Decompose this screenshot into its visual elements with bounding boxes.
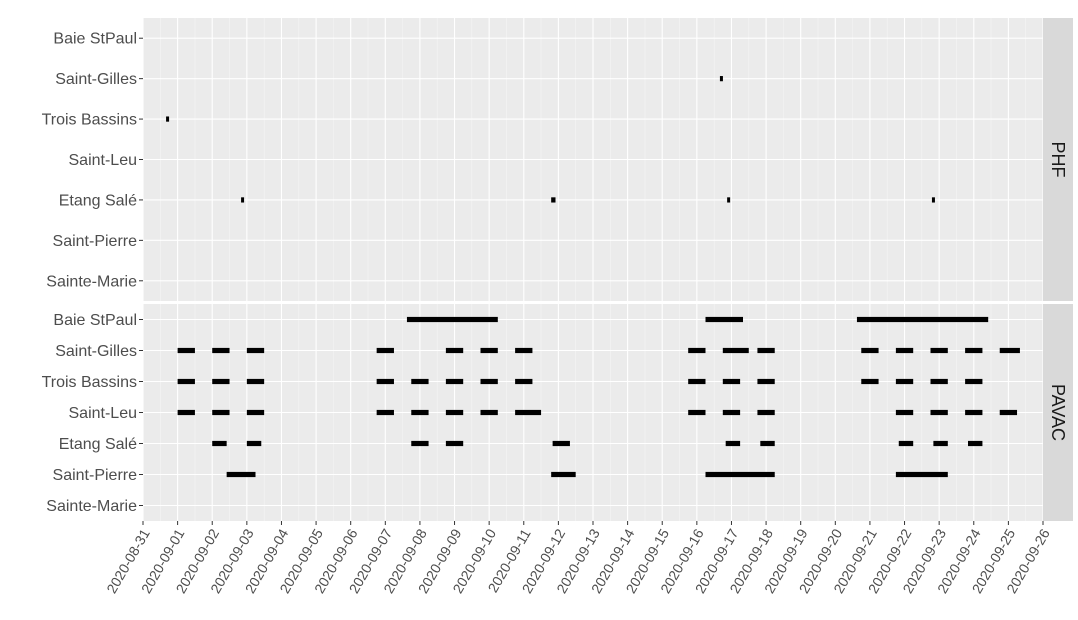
presence-segment (757, 409, 775, 416)
presence-segment (965, 378, 983, 385)
presence-segment (212, 409, 230, 416)
presence-segment (930, 347, 948, 354)
presence-segment (177, 409, 195, 416)
presence-segment (999, 409, 1018, 416)
y-tick-label: Saint-Gilles (55, 343, 137, 360)
presence-segment (930, 378, 948, 385)
presence-segment (480, 347, 498, 354)
strip-background (1043, 18, 1073, 301)
presence-segment (246, 440, 262, 447)
presence-segment (376, 409, 394, 416)
presence-segment (212, 440, 227, 447)
presence-segment (930, 409, 948, 416)
presence-segment (212, 378, 230, 385)
presence-segment (688, 378, 706, 385)
presence-segment (411, 378, 429, 385)
y-tick-label: Baie StPaul (53, 312, 137, 329)
grid-lines (142, 18, 1044, 521)
presence-segment (965, 409, 983, 416)
presence-segment (705, 471, 775, 478)
presence-segment (177, 347, 195, 354)
presence-segment (856, 316, 989, 323)
presence-segment (898, 440, 914, 447)
presence-segment (895, 378, 914, 385)
presence-segment (760, 440, 775, 447)
presence-segment (757, 378, 775, 385)
data-segments (166, 76, 1020, 478)
facet-label: PAVAC (1048, 384, 1068, 441)
presence-segment (246, 378, 265, 385)
strip-background (1043, 304, 1073, 521)
y-tick-label: Trois Bassins (42, 374, 137, 391)
y-tick-label: Sainte-Marie (46, 498, 137, 515)
presence-segment (515, 378, 533, 385)
y-tick-label: Baie StPaul (53, 31, 137, 48)
presence-segment (177, 378, 195, 385)
presence-segment (931, 197, 935, 203)
presence-segment (411, 409, 429, 416)
presence-segment (688, 409, 706, 416)
presence-segment (861, 378, 879, 385)
presence-segment (241, 197, 245, 203)
facet-label: PHF (1048, 142, 1068, 178)
presence-segment (727, 197, 731, 203)
presence-segment (411, 440, 429, 447)
presence-segment (246, 347, 265, 354)
presence-segment (965, 347, 983, 354)
presence-segment (445, 440, 464, 447)
presence-segment (480, 409, 498, 416)
presence-segment (376, 378, 394, 385)
presence-segment (722, 378, 741, 385)
presence-segment (515, 409, 542, 416)
facet-strips: PHF PAVAC (1043, 18, 1073, 521)
presence-segment (757, 347, 775, 354)
presence-segment (515, 347, 533, 354)
presence-segment (895, 409, 914, 416)
y-tick-label: Saint-Pierre (53, 467, 138, 484)
presence-segment (722, 347, 749, 354)
y-tick-label: Trois Bassins (42, 112, 137, 129)
presence-segment (445, 347, 464, 354)
presence-segment (968, 440, 983, 447)
presence-segment (445, 378, 464, 385)
x-axis: 2020-08-312020-09-012020-09-022020-09-03… (103, 521, 1053, 596)
presence-segment (999, 347, 1020, 354)
presence-segment (551, 471, 576, 478)
presence-segment (861, 347, 879, 354)
y-tick-label: Saint-Leu (69, 152, 138, 169)
presence-segment (376, 347, 394, 354)
presence-segment (212, 347, 230, 354)
presence-segment (552, 440, 570, 447)
presence-segment (445, 409, 464, 416)
presence-segment (406, 316, 498, 323)
presence-segment (895, 471, 948, 478)
presence-segment (166, 116, 170, 122)
y-axis: Baie StPaul Saint-Gilles Trois Bassins Sain… (42, 31, 143, 515)
presence-segment (246, 409, 265, 416)
presence-segment (722, 409, 741, 416)
y-tick-label: Saint-Leu (69, 405, 138, 422)
presence-segment (725, 440, 741, 447)
presence-segment (551, 197, 556, 203)
y-tick-label: Saint-Pierre (53, 233, 138, 250)
y-tick-label: Etang Salé (59, 192, 137, 209)
y-tick-label: Saint-Gilles (55, 71, 137, 88)
presence-segment (226, 471, 256, 478)
y-tick-label: Etang Salé (59, 436, 137, 453)
presence-segment (933, 440, 948, 447)
presence-segment (895, 347, 914, 354)
presence-segment (480, 378, 498, 385)
y-tick-label: Sainte-Marie (46, 273, 137, 290)
presence-segment (719, 76, 723, 82)
presence-segment (705, 316, 743, 323)
presence-segment (688, 347, 706, 354)
